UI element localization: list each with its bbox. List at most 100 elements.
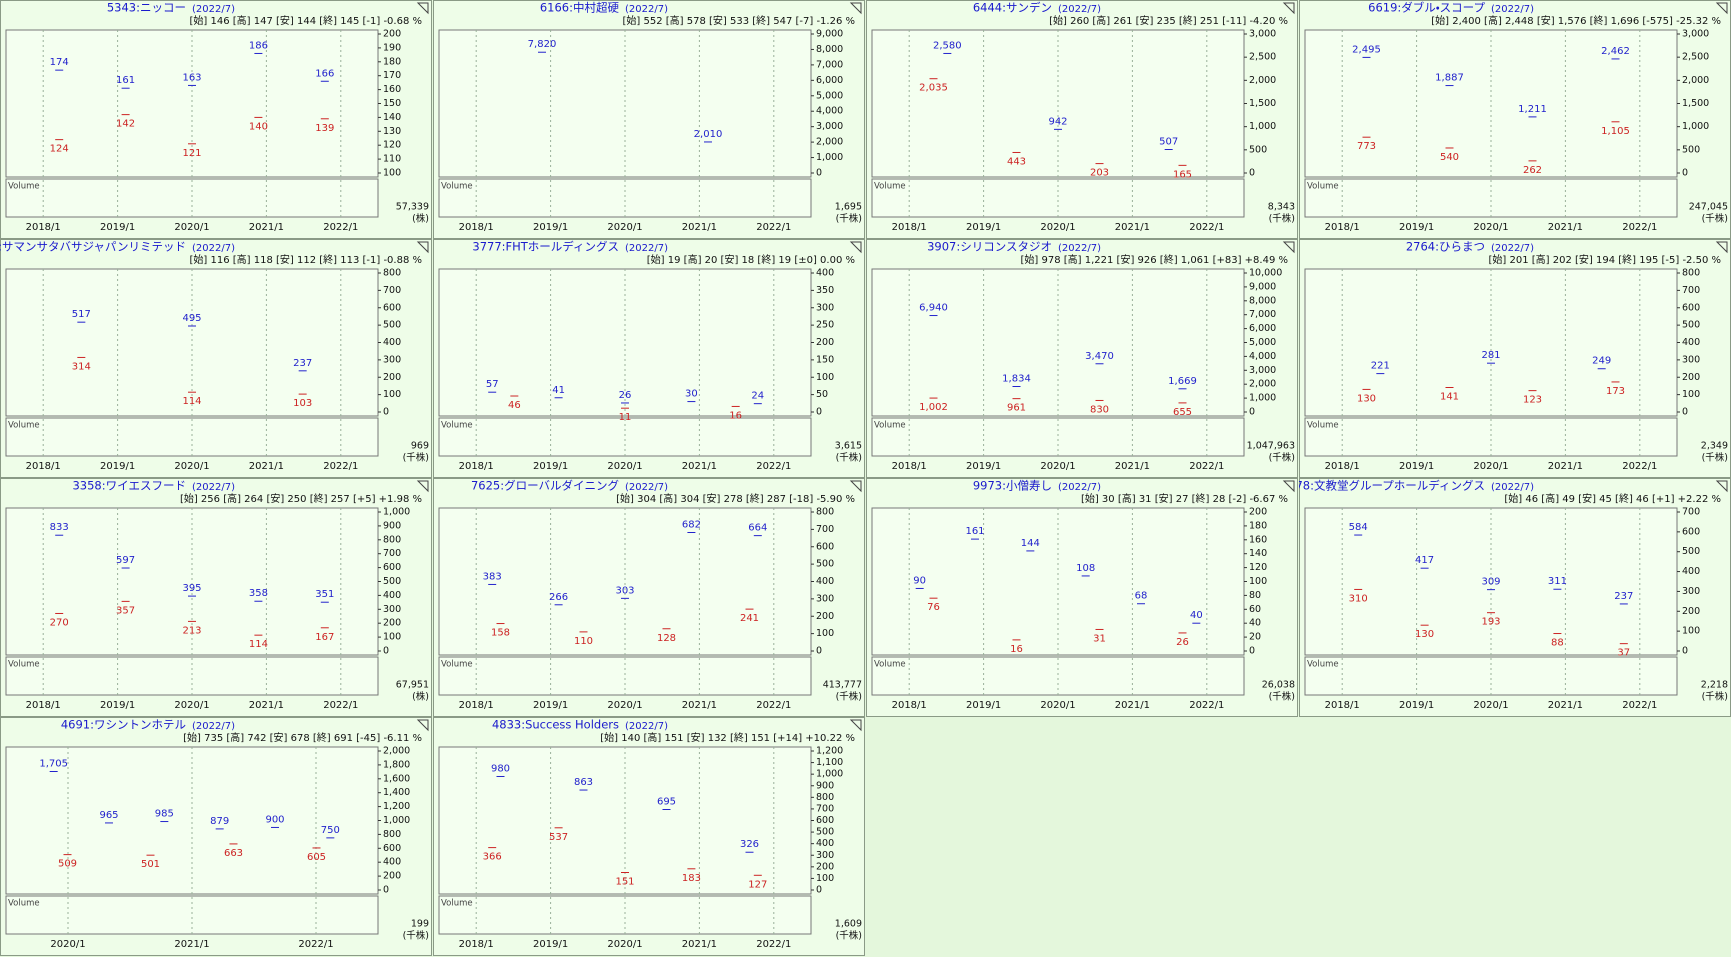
- stock-panel[interactable]: 6619:ダブル・スコープ (2022/7)[始] 2,400 [高] 2,448…: [1299, 0, 1731, 239]
- quote: [始] 552 [高] 578 [安] 533 [終] 547 [-7] -1.…: [623, 14, 856, 27]
- y-tick-label: 130: [383, 126, 401, 137]
- high-label: 144: [1021, 538, 1040, 549]
- panel-period: (2022/7): [1491, 482, 1534, 493]
- panel-title: 4691:ワシントンホテル: [61, 718, 186, 732]
- high-label: 395: [182, 583, 201, 594]
- low-label: 193: [1481, 617, 1500, 628]
- low-label: 203: [1090, 168, 1109, 179]
- high-label: 2,010: [694, 129, 723, 140]
- stock-panel[interactable]: 6166:中村超硬 (2022/7)[始] 552 [高] 578 [安] 533…: [433, 0, 865, 239]
- y-tick-label: 140: [383, 112, 401, 123]
- panel-title: 6619:ダブル・スコープ: [1368, 1, 1485, 15]
- y-tick-label: 200: [1682, 372, 1700, 383]
- corner-icon: [1715, 480, 1728, 493]
- stock-panel[interactable]: 7625:グローバルダイニング (2022/7)[始] 304 [高] 304 […: [433, 478, 865, 717]
- y-tick-label: 60: [1249, 604, 1261, 615]
- high-label: 281: [1481, 350, 1500, 361]
- y-tick-label: 1,600: [383, 773, 410, 784]
- high-label: 40: [1190, 610, 1203, 621]
- corner-icon: [849, 480, 862, 493]
- volume-unit: (千株): [1702, 213, 1728, 225]
- volume-label: Volume: [8, 421, 40, 431]
- y-tick-label: 500: [383, 320, 401, 331]
- y-tick-label: 160: [383, 84, 401, 95]
- volume-max: 247,045: [1689, 202, 1728, 213]
- high-label: 7,820: [528, 39, 557, 50]
- stock-panel[interactable]: 3777:FHTホールディングス (2022/7)[始] 19 [高] 20 [安…: [433, 239, 865, 478]
- x-tick-label: 2018/1: [459, 461, 494, 472]
- x-tick-label: 2018/1: [26, 222, 61, 233]
- volume-unit: (千株): [836, 452, 862, 464]
- low-label: 773: [1357, 141, 1376, 152]
- price-area: [1304, 268, 1678, 417]
- y-tick-label: 700: [383, 285, 401, 296]
- y-tick-label: 1,000: [816, 152, 843, 163]
- y-tick-label: 700: [816, 803, 834, 814]
- x-tick-label: 2022/1: [1622, 700, 1657, 711]
- y-tick-label: 20: [1249, 632, 1261, 643]
- x-tick-label: 2018/1: [892, 461, 927, 472]
- x-tick-label: 2018/1: [1325, 461, 1360, 472]
- low-label: 314: [72, 361, 91, 372]
- low-label: 357: [116, 605, 135, 616]
- y-tick-label: 300: [1682, 586, 1700, 597]
- low-label: 16: [729, 410, 742, 421]
- y-tick-label: 900: [816, 780, 834, 791]
- x-tick-label: 2022/1: [756, 700, 791, 711]
- corner-icon: [416, 480, 429, 493]
- stock-panel[interactable]: 5343:ニッコー (2022/7)[始] 146 [高] 147 [安] 144…: [0, 0, 432, 239]
- x-tick-label: 2019/1: [966, 461, 1001, 472]
- high-label: 161: [116, 75, 135, 86]
- volume-unit: (千株): [836, 691, 862, 703]
- y-tick-label: 1,000: [1249, 393, 1276, 404]
- y-tick-label: 1,000: [816, 769, 843, 780]
- y-tick-label: 1,200: [816, 746, 843, 757]
- x-tick-label: 2019/1: [100, 461, 135, 472]
- high-label: 495: [182, 313, 201, 324]
- volume-label: Volume: [8, 899, 40, 909]
- high-label: 68: [1135, 591, 1148, 602]
- volume-unit: (千株): [836, 213, 862, 225]
- y-tick-label: 600: [1682, 302, 1700, 313]
- stock-panel[interactable]: 4691:ワシントンホテル (2022/7)[始] 735 [高] 742 [安]…: [0, 717, 432, 956]
- low-label: 830: [1090, 404, 1109, 415]
- y-tick-label: 140: [1249, 548, 1267, 559]
- volume-label: Volume: [874, 182, 906, 192]
- x-tick-label: 2022/1: [1622, 461, 1657, 472]
- high-label: 166: [315, 68, 334, 79]
- stock-panel[interactable]: 7829:サマンサタバサジャパンリミテッド (2022/7)[始] 116 [高]…: [0, 239, 432, 478]
- stock-panel[interactable]: 9973:小僧寿し (2022/7)[始] 30 [高] 31 [安] 27 [終…: [866, 478, 1298, 717]
- y-tick-label: 200: [383, 29, 401, 40]
- low-label: 26: [1176, 637, 1189, 648]
- x-tick-label: 2021/1: [1115, 461, 1150, 472]
- y-tick-label: 4,000: [816, 106, 843, 117]
- y-tick-label: 7,000: [1249, 309, 1276, 320]
- stock-panel[interactable]: 6444:サンデン (2022/7)[始] 260 [高] 261 [安] 235…: [866, 0, 1298, 239]
- y-tick-label: 0: [816, 407, 822, 418]
- high-label: 3,470: [1085, 351, 1114, 362]
- stock-panel[interactable]: 2764:ひらまつ (2022/7)[始] 201 [高] 202 [安] 194…: [1299, 239, 1731, 478]
- quote: [始] 2,400 [高] 2,448 [安] 1,576 [終] 1,696 …: [1431, 14, 1721, 27]
- high-label: 985: [155, 809, 174, 820]
- high-label: 517: [72, 309, 91, 320]
- x-tick-label: 2019/1: [1399, 222, 1434, 233]
- x-tick-label: 2019/1: [966, 222, 1001, 233]
- low-label: 262: [1523, 165, 1542, 176]
- stock-panel[interactable]: 3358:ワイエスフード (2022/7)[始] 256 [高] 264 [安] …: [0, 478, 432, 717]
- y-tick-label: 0: [1249, 646, 1255, 657]
- high-label: 695: [657, 796, 676, 807]
- y-tick-label: 200: [383, 372, 401, 383]
- y-tick-label: 400: [383, 857, 401, 868]
- y-tick-label: 500: [1682, 546, 1700, 557]
- y-tick-label: 8,000: [1249, 295, 1276, 306]
- high-label: 879: [210, 816, 229, 827]
- y-tick-label: 200: [1682, 606, 1700, 617]
- x-tick-label: 2018/1: [892, 700, 927, 711]
- stock-panel[interactable]: 9978:文教堂グループホールディングス (2022/7)[始] 46 [高] 4…: [1299, 478, 1731, 717]
- stock-panel[interactable]: 4833:Success Holders (2022/7)[始] 140 [高] …: [433, 717, 865, 956]
- volume-unit: (千株): [403, 930, 429, 942]
- y-tick-label: 1,500: [1249, 98, 1276, 109]
- low-label: 1,105: [1601, 126, 1630, 137]
- low-label: 121: [182, 148, 201, 159]
- stock-panel[interactable]: 3907:シリコンスタジオ (2022/7)[始] 978 [高] 1,221 […: [866, 239, 1298, 478]
